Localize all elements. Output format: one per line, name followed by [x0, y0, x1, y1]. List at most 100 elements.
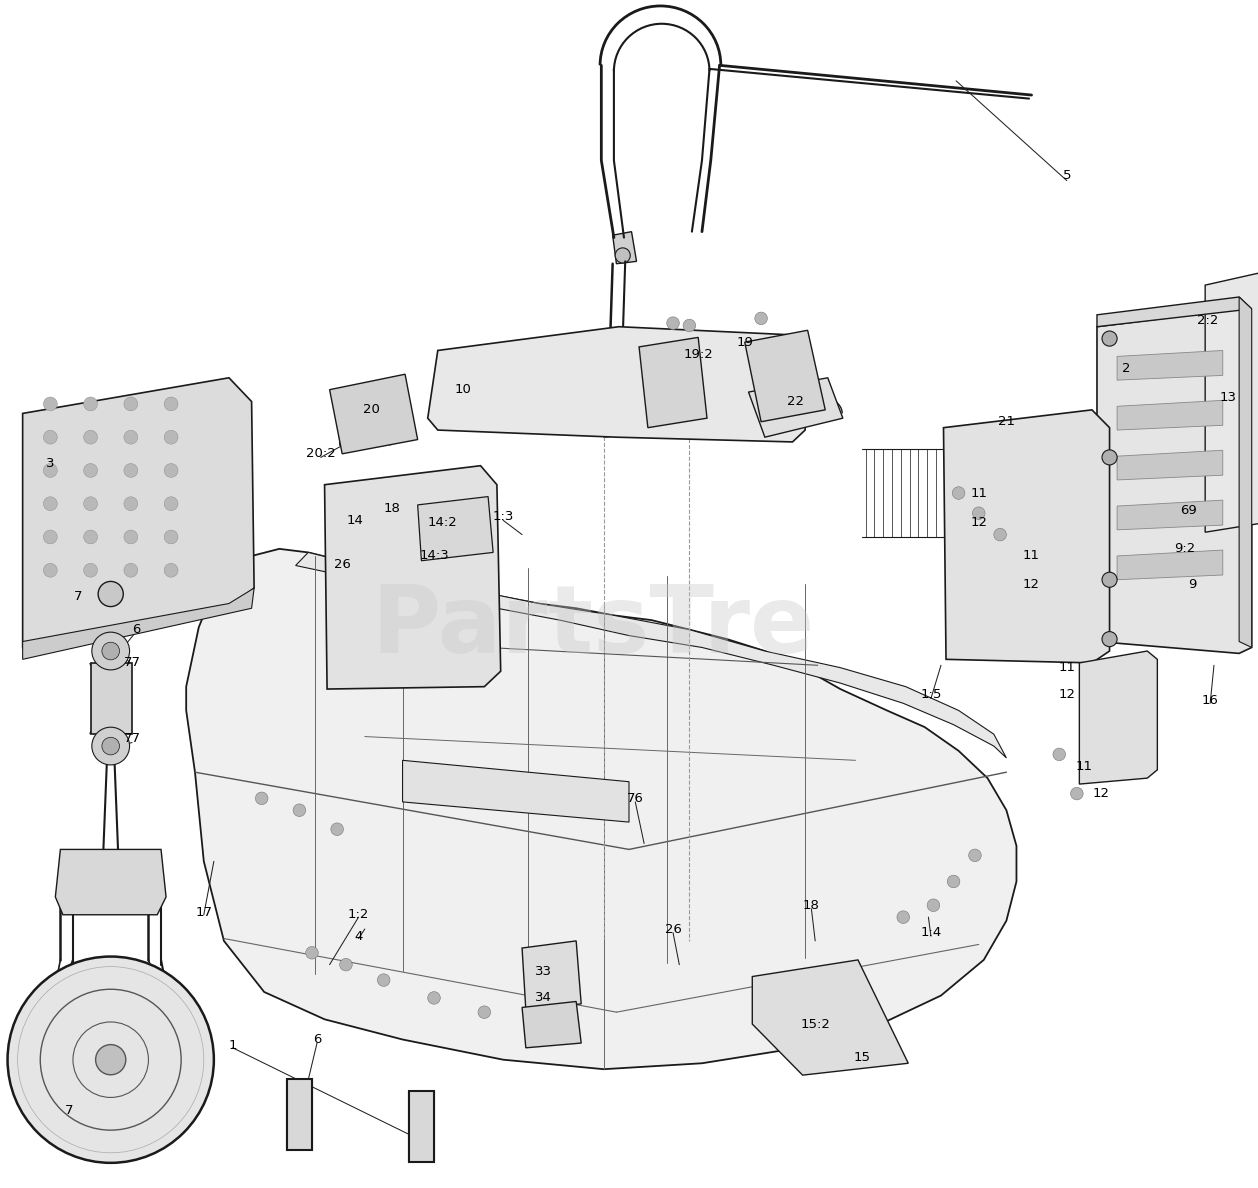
- Text: 11: 11: [1023, 550, 1040, 562]
- Circle shape: [1102, 331, 1117, 346]
- Circle shape: [102, 643, 120, 659]
- Circle shape: [1102, 573, 1117, 587]
- Circle shape: [972, 507, 985, 519]
- Polygon shape: [403, 760, 629, 822]
- Circle shape: [1102, 632, 1117, 646]
- Polygon shape: [1097, 309, 1252, 653]
- Polygon shape: [186, 549, 1016, 1069]
- Text: 12: 12: [1058, 689, 1076, 701]
- Circle shape: [84, 530, 98, 544]
- Text: 1:2: 1:2: [348, 909, 369, 921]
- Circle shape: [43, 397, 58, 411]
- Circle shape: [164, 463, 179, 478]
- Circle shape: [255, 792, 268, 804]
- Circle shape: [667, 317, 679, 329]
- Polygon shape: [23, 378, 254, 647]
- Circle shape: [43, 430, 58, 444]
- Polygon shape: [418, 497, 493, 561]
- Polygon shape: [1117, 450, 1223, 480]
- Text: 14: 14: [346, 514, 364, 526]
- Circle shape: [293, 804, 306, 816]
- Circle shape: [331, 823, 343, 835]
- Circle shape: [164, 430, 179, 444]
- Text: 33: 33: [535, 966, 552, 978]
- Circle shape: [952, 487, 965, 499]
- Circle shape: [96, 1044, 126, 1075]
- Polygon shape: [91, 663, 132, 734]
- Circle shape: [102, 738, 120, 754]
- Polygon shape: [296, 552, 1006, 758]
- Text: 15:2: 15:2: [800, 1018, 830, 1030]
- Text: 1:3: 1:3: [493, 511, 513, 523]
- Text: 1: 1: [229, 1040, 237, 1051]
- Text: 2: 2: [1122, 362, 1130, 374]
- Circle shape: [43, 463, 58, 478]
- Polygon shape: [1117, 500, 1223, 530]
- Circle shape: [92, 632, 130, 670]
- Circle shape: [1053, 748, 1066, 760]
- Circle shape: [84, 463, 98, 478]
- Text: 9:2: 9:2: [1175, 543, 1195, 555]
- Text: PartsTre: PartsTre: [371, 581, 814, 674]
- Text: 3: 3: [47, 457, 54, 469]
- Polygon shape: [752, 960, 908, 1075]
- Text: 76: 76: [626, 792, 644, 804]
- Text: 15: 15: [853, 1051, 871, 1063]
- Text: 17: 17: [195, 906, 213, 918]
- Circle shape: [994, 529, 1006, 541]
- Polygon shape: [1117, 400, 1223, 430]
- Text: 16: 16: [1201, 695, 1219, 707]
- Text: 26: 26: [664, 923, 682, 935]
- Circle shape: [164, 497, 179, 511]
- Circle shape: [125, 430, 138, 444]
- Circle shape: [897, 911, 910, 923]
- Polygon shape: [330, 374, 418, 454]
- Polygon shape: [409, 1091, 434, 1162]
- Polygon shape: [601, 398, 635, 437]
- Circle shape: [125, 530, 138, 544]
- Text: 7: 7: [65, 1105, 73, 1117]
- Circle shape: [43, 563, 58, 577]
- Polygon shape: [1117, 550, 1223, 580]
- Polygon shape: [749, 378, 843, 437]
- Polygon shape: [613, 232, 637, 264]
- Text: 5: 5: [1063, 170, 1071, 182]
- Polygon shape: [522, 941, 581, 1010]
- Text: 7: 7: [74, 590, 82, 602]
- Circle shape: [84, 563, 98, 577]
- Polygon shape: [1079, 651, 1157, 784]
- Polygon shape: [639, 337, 707, 428]
- Text: 4: 4: [355, 930, 362, 942]
- Circle shape: [969, 849, 981, 861]
- Polygon shape: [522, 1001, 581, 1048]
- Text: 69: 69: [1180, 505, 1198, 517]
- Circle shape: [84, 397, 98, 411]
- Circle shape: [947, 876, 960, 887]
- Circle shape: [615, 248, 630, 263]
- Text: 19:2: 19:2: [683, 348, 713, 360]
- Polygon shape: [287, 1079, 312, 1150]
- Circle shape: [683, 320, 696, 331]
- Circle shape: [98, 581, 123, 607]
- Text: 77: 77: [123, 733, 141, 745]
- Polygon shape: [325, 466, 501, 689]
- Text: 34: 34: [535, 992, 552, 1004]
- Text: 11: 11: [1058, 662, 1076, 674]
- Polygon shape: [1239, 297, 1252, 647]
- Circle shape: [428, 992, 440, 1004]
- Text: 9: 9: [1189, 579, 1196, 590]
- Text: 18: 18: [803, 899, 820, 911]
- Circle shape: [377, 974, 390, 986]
- Polygon shape: [428, 327, 805, 442]
- Text: 13: 13: [1219, 392, 1237, 404]
- Circle shape: [755, 312, 767, 324]
- Circle shape: [306, 947, 318, 959]
- Circle shape: [1071, 788, 1083, 800]
- Circle shape: [478, 1006, 491, 1018]
- Text: 20: 20: [362, 404, 380, 416]
- Polygon shape: [944, 410, 1110, 663]
- Circle shape: [43, 497, 58, 511]
- Text: 19: 19: [736, 336, 754, 348]
- Circle shape: [164, 530, 179, 544]
- Text: 6: 6: [313, 1034, 321, 1045]
